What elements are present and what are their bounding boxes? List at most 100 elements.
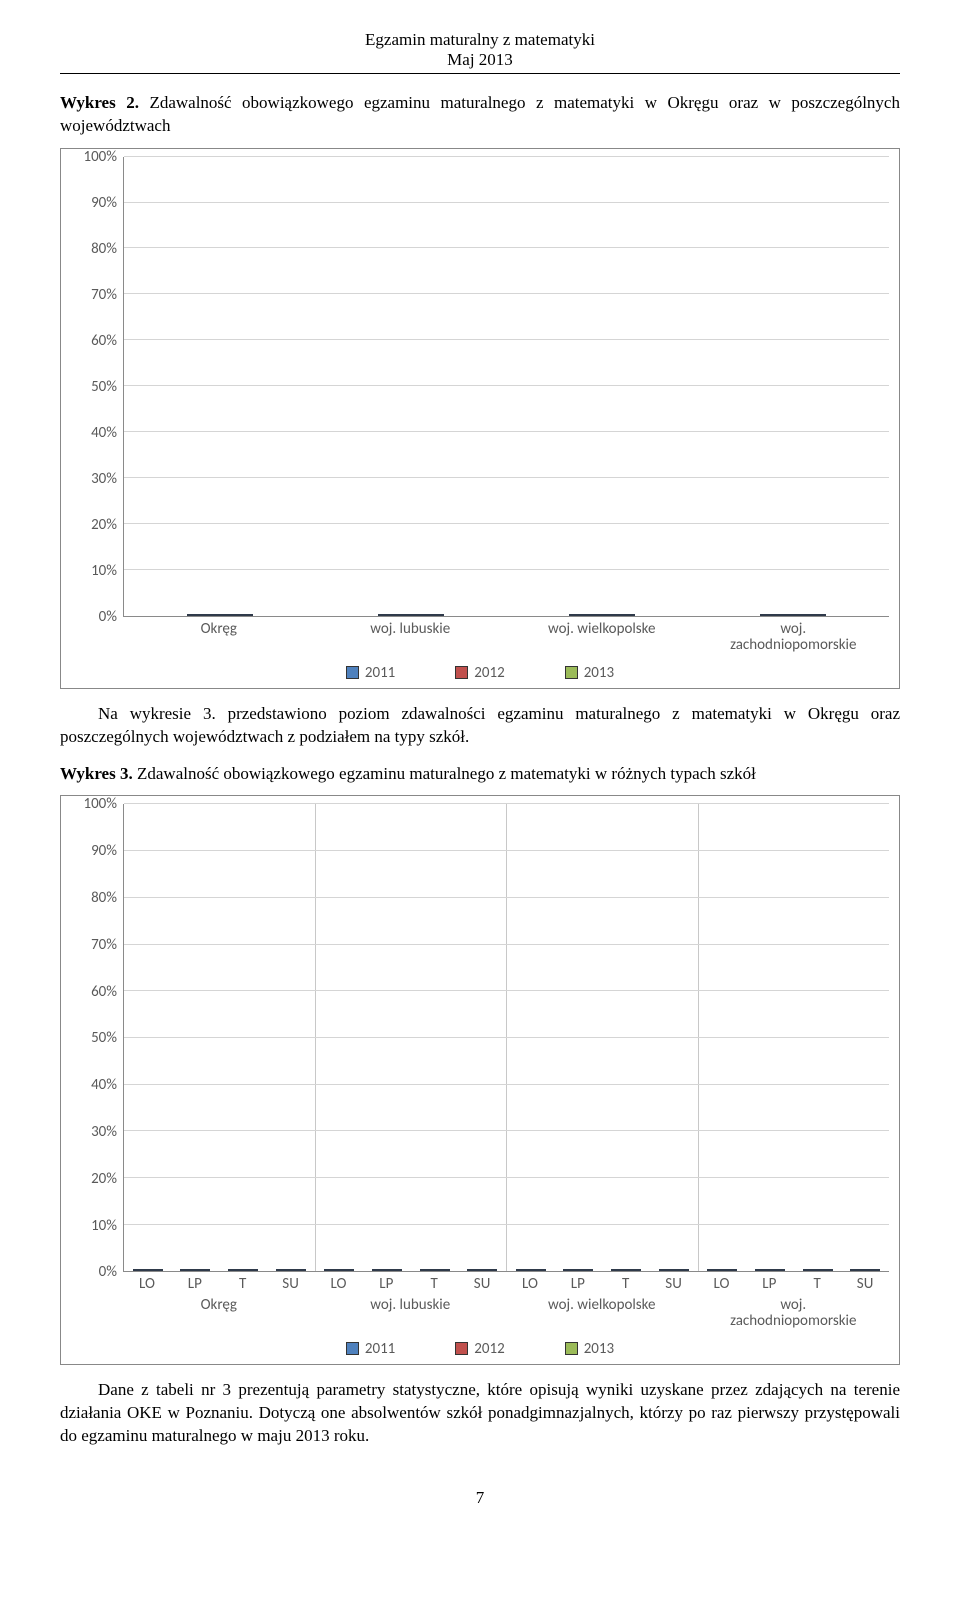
legend-label: 2012: [474, 664, 504, 682]
gridline: [124, 293, 889, 294]
bar: [187, 614, 209, 616]
legend-swatch: [455, 666, 468, 679]
chart1-bars: [315, 157, 506, 616]
chart2-x-labels: LOLPTSULOLPTSULOLPTSULOLPTSU Okręgwoj. l…: [123, 1272, 889, 1330]
y-tick: 60%: [91, 332, 117, 350]
chart2-bars-row: [124, 804, 315, 1271]
header-line2: Maj 2013: [60, 50, 900, 70]
chart1-cluster: [698, 614, 889, 616]
bar: [803, 1269, 813, 1271]
legend-label: 2011: [365, 1340, 395, 1358]
gridline: [124, 477, 889, 478]
y-tick: 100%: [83, 148, 117, 166]
legend-label: 2012: [474, 1340, 504, 1358]
bar: [717, 1269, 727, 1271]
chart1-caption-text: Zdawalność obowiązkowego egzaminu matura…: [60, 93, 900, 135]
gridline: [124, 850, 889, 851]
chart2-cluster: [458, 1269, 506, 1271]
legend-swatch: [455, 1342, 468, 1355]
chart2-x-inner-label: LO: [123, 1272, 171, 1293]
gridline: [124, 431, 889, 432]
chart1-x-labels: Okręgwoj. lubuskiewoj. wielkopolskewoj.z…: [123, 617, 889, 654]
bar: [775, 1269, 785, 1271]
bar: [516, 1269, 526, 1271]
bar: [209, 614, 231, 616]
legend-item: 2013: [565, 1340, 614, 1358]
bar: [231, 614, 253, 616]
chart1-group: [698, 157, 889, 616]
chart1-bars: [124, 157, 315, 616]
bar: [487, 1269, 497, 1271]
chart1-caption-label: Wykres 2.: [60, 93, 139, 112]
gridline: [124, 1084, 889, 1085]
chart2-x-inner-label: LP: [362, 1272, 410, 1293]
chart2-x-outer-label: woj.zachodniopomorskie: [698, 1293, 890, 1330]
bar: [200, 1269, 210, 1271]
chart1-cluster: [507, 614, 698, 616]
y-tick: 50%: [91, 1029, 117, 1047]
chart2-plot: 0%10%20%30%40%50%60%70%80%90%100%: [71, 804, 889, 1272]
chart1-x-label: woj. lubuskie: [315, 617, 507, 654]
legend-item: 2011: [346, 1340, 395, 1358]
bar: [760, 614, 782, 616]
gridline: [124, 247, 889, 248]
chart2-x-inner-label: T: [602, 1272, 650, 1293]
chart2-bars-row: [316, 804, 507, 1271]
bar: [782, 614, 804, 616]
chart2-x-inner-label: SU: [267, 1272, 315, 1293]
bar: [422, 614, 444, 616]
bar: [133, 1269, 143, 1271]
gridline: [124, 156, 889, 157]
legend-label: 2013: [584, 1340, 614, 1358]
y-tick: 60%: [91, 983, 117, 1001]
chart2-caption-text: Zdawalność obowiązkowego egzaminu matura…: [137, 764, 756, 783]
chart2-x-inner-label: LO: [315, 1272, 363, 1293]
legend-swatch: [346, 1342, 359, 1355]
bar: [467, 1269, 477, 1271]
bar: [727, 1269, 737, 1271]
bar: [870, 1269, 880, 1271]
chart2-legend: 2011 2012 2013: [71, 1340, 889, 1358]
y-tick: 0%: [99, 608, 117, 626]
bar: [669, 1269, 679, 1271]
chart2-cluster: [172, 1269, 220, 1271]
bar: [613, 614, 635, 616]
chart2-outer-group: [699, 804, 890, 1271]
y-tick: 90%: [91, 194, 117, 212]
bar: [238, 1269, 248, 1271]
legend-item: 2013: [565, 664, 614, 682]
chart1-x-level: Okręgwoj. lubuskiewoj. wielkopolskewoj.z…: [123, 617, 889, 654]
gridline: [124, 569, 889, 570]
bar: [276, 1269, 286, 1271]
y-tick: 30%: [91, 1123, 117, 1141]
y-tick: 100%: [83, 795, 117, 813]
bar: [420, 1269, 430, 1271]
page-number: 7: [60, 1488, 900, 1508]
chart2-x-inner-label: LO: [698, 1272, 746, 1293]
chart1-bars: [507, 157, 698, 616]
chart2-x-inner-label: T: [793, 1272, 841, 1293]
gridline: [124, 385, 889, 386]
chart1-groups: [124, 157, 889, 616]
chart1-bars: [698, 157, 889, 616]
page-header: Egzamin maturalny z matematyki Maj 2013: [60, 30, 900, 74]
bar: [382, 1269, 392, 1271]
bar: [569, 614, 591, 616]
paragraph-1: Na wykresie 3. przedstawiono poziom zdaw…: [60, 703, 900, 749]
bar: [153, 1269, 163, 1271]
chart2-x-inner-label: LO: [506, 1272, 554, 1293]
paragraph-2: Dane z tabeli nr 3 prezentują parametry …: [60, 1379, 900, 1448]
bar: [430, 1269, 440, 1271]
chart2-x-inner-label: LP: [745, 1272, 793, 1293]
y-tick: 20%: [91, 516, 117, 534]
gridline: [124, 803, 889, 804]
bar: [286, 1269, 296, 1271]
legend-swatch: [346, 666, 359, 679]
gridline: [124, 1130, 889, 1131]
bar: [755, 1269, 765, 1271]
bar: [378, 614, 400, 616]
chart2-x-inner-label: SU: [458, 1272, 506, 1293]
chart2-x-inner-label: T: [410, 1272, 458, 1293]
bar: [813, 1269, 823, 1271]
bar: [526, 1269, 536, 1271]
